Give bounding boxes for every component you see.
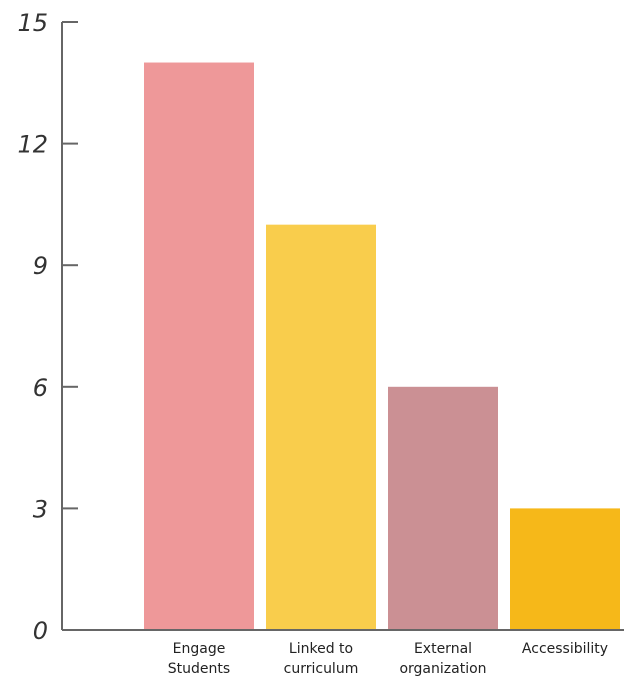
bar [510,508,620,630]
bar [266,224,376,630]
y-tick-label: 0 [33,617,48,645]
y-tick-label: 6 [33,374,48,402]
y-tick-label: 15 [17,9,48,37]
y-axis-ticks: 0 3 6 9 12 15 [17,9,78,645]
x-tick-label: Linked to curriculum [284,641,359,677]
x-tick-label: Engage Students [168,641,230,677]
bar [388,386,498,630]
y-tick-label: 12 [17,131,48,159]
y-tick-label: 9 [33,252,48,280]
x-axis-labels: Engage Students Linked to curriculum Externa… [168,641,608,677]
x-tick-label: Accessibility [522,641,608,657]
x-tick-label: External organization [399,641,486,677]
bars [144,62,620,631]
bar [144,62,254,631]
y-tick-label: 3 [33,495,48,523]
